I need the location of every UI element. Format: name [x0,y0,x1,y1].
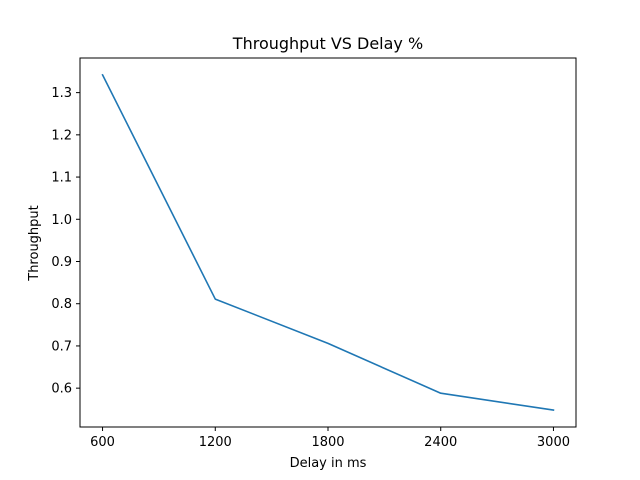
series-line [101,73,555,412]
y-tick-label: 0.6 [51,382,72,397]
y-axis-label: Throughput [27,205,42,282]
y-tick-label: 0.9 [51,255,72,270]
y-tick-label: 0.8 [51,297,72,312]
x-tick-label: 3000 [537,435,570,450]
y-tick-label: 1.1 [51,171,72,186]
x-tick-label: 1200 [199,435,232,450]
y-tick-label: 1.0 [51,213,72,228]
x-tick-label: 2400 [424,435,457,450]
x-tick-label: 600 [90,435,115,450]
y-tick-label: 0.7 [51,339,72,354]
x-axis-label: Delay in ms [290,456,367,471]
x-tick-label: 1800 [311,435,344,450]
y-tick-label: 1.2 [51,128,72,143]
plot-frame [79,57,577,428]
plot-area: 600 1200 1800 2400 3000 0.6 0.7 0.8 0.9 1.0 1.1 1.2… [51,73,570,450]
chart-title: Throughput VS Delay % [232,34,423,53]
y-tick-label: 1.3 [51,86,72,101]
